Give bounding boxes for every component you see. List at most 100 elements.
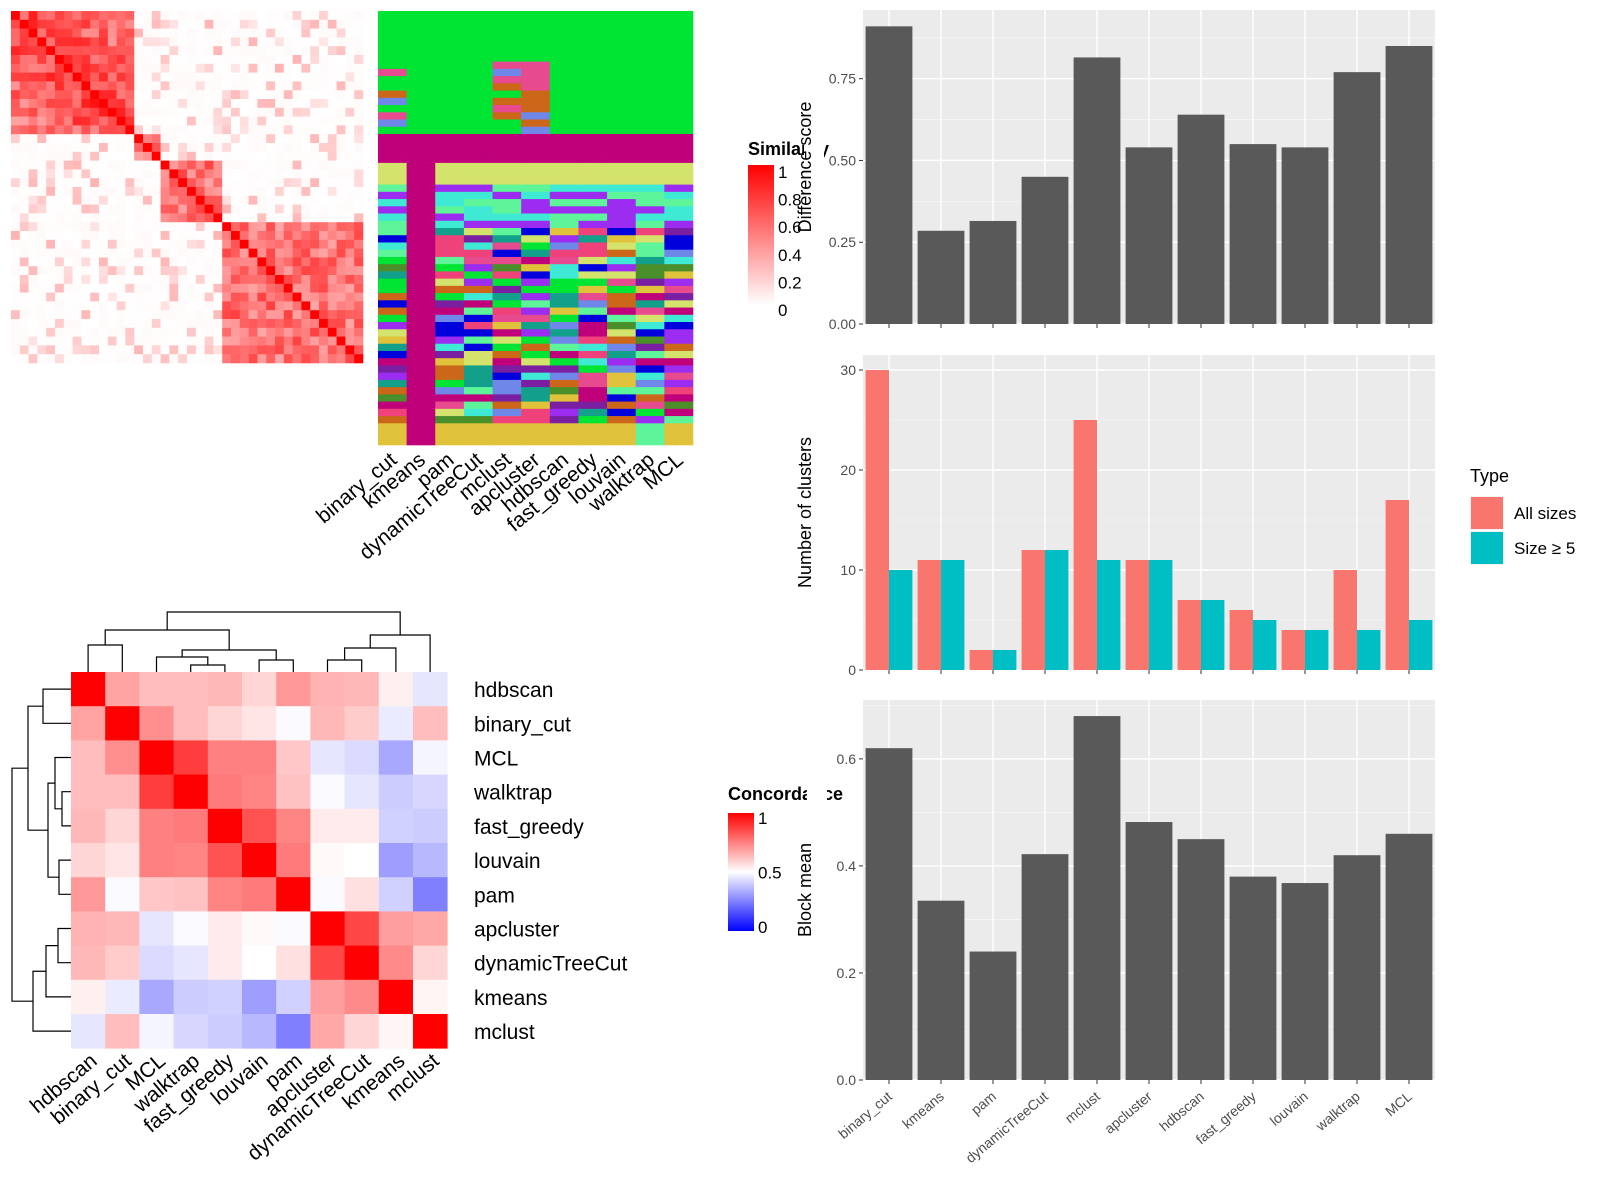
similarity-cell [72,213,82,223]
similarity-cell [81,283,91,293]
similarity-cell [354,46,364,56]
similarity-cell [81,178,91,188]
similarity-cell [160,72,170,82]
membership-cell [463,206,493,214]
similarity-cell [90,46,100,56]
similarity-cell [275,116,285,126]
membership-cell [463,97,493,106]
membership-cell [435,401,465,410]
similarity-cell [72,239,82,249]
bar-size-ge-5 [1201,600,1225,670]
similarity-cell [143,116,153,126]
similarity-cell [292,204,302,214]
similarity-cell [99,169,109,179]
membership-cell [549,256,579,265]
membership-cell [578,322,608,330]
membership-cell [378,314,407,323]
similarity-cell [195,248,205,258]
membership-cell [435,141,465,149]
similarity-cell [169,19,179,29]
similarity-cell [213,310,223,320]
similarity-cell [125,204,135,214]
membership-cell [607,191,637,200]
membership-cell [463,350,493,359]
similarity-cell [248,37,258,47]
similarity-cell [222,266,232,276]
similarity-cell [169,90,179,100]
similarity-cell [151,336,161,346]
membership-cell [463,437,493,446]
similarity-cell [222,46,232,56]
similarity-cell [336,275,346,285]
membership-cell [607,220,637,229]
membership-cell [492,343,522,352]
membership-cell [492,162,522,171]
similarity-cell [107,310,117,320]
similarity-cell [204,46,214,56]
membership-cell [406,97,436,106]
membership-cell [406,256,436,265]
similarity-cell [257,319,267,329]
membership-cell [406,416,436,424]
bar [969,220,1017,324]
similarity-cell [336,90,346,100]
membership-cell [607,162,637,171]
y-tick-label: 0.6 [837,751,857,767]
membership-cell [664,61,694,70]
similarity-cell [99,213,109,223]
similarity-cell [107,231,117,241]
similarity-cell [345,37,355,47]
similarity-cell [11,116,21,126]
membership-cell [406,148,436,156]
similarity-cell [125,99,135,109]
similarity-cell [169,55,179,65]
similarity-cell [187,283,197,293]
membership-cell [492,68,522,77]
membership-cell [521,314,551,323]
similarity-cell [327,81,337,91]
similarity-cell [213,239,223,249]
concordance-cell [276,808,311,844]
similarity-cell [283,81,293,91]
membership-cell [406,133,436,142]
similarity-cell [275,19,285,29]
similarity-cell [143,187,153,197]
similarity-cell [231,257,241,267]
concordance-cell [71,979,106,1015]
similarity-cell [257,345,267,355]
similarity-cell [160,266,170,276]
similarity-cell [19,37,29,47]
concordance-cell [173,740,209,775]
similarity-cell [37,134,47,144]
membership-cell [378,133,407,142]
similarity-cell [116,222,126,232]
similarity-cell [160,11,170,21]
similarity-cell [213,19,223,29]
similarity-cell [222,11,232,21]
membership-cell [378,416,407,424]
similarity-cell [11,327,21,337]
similarity-cell [319,283,329,293]
similarity-cell [178,63,188,73]
similarity-cell [213,283,223,293]
similarity-cell [195,90,205,100]
concordance-row-label: hdbscan [474,679,553,702]
membership-cell [549,184,579,193]
membership-cell [578,358,608,366]
similarity-cell [195,143,205,153]
membership-cell [435,329,465,337]
membership-cell [578,423,608,431]
similarity-cell [63,55,73,65]
membership-cell [378,32,407,41]
concordance-cell [139,843,174,878]
membership-cell [578,47,608,55]
membership-cell [406,394,436,402]
similarity-cell [336,354,346,364]
concordance-cell [242,774,277,810]
similarity-cell [90,187,100,197]
similarity-cell [336,283,346,293]
similarity-cell [239,204,249,214]
membership-cell [664,249,694,258]
similarity-cell [213,231,223,241]
similarity-cell [19,345,29,355]
